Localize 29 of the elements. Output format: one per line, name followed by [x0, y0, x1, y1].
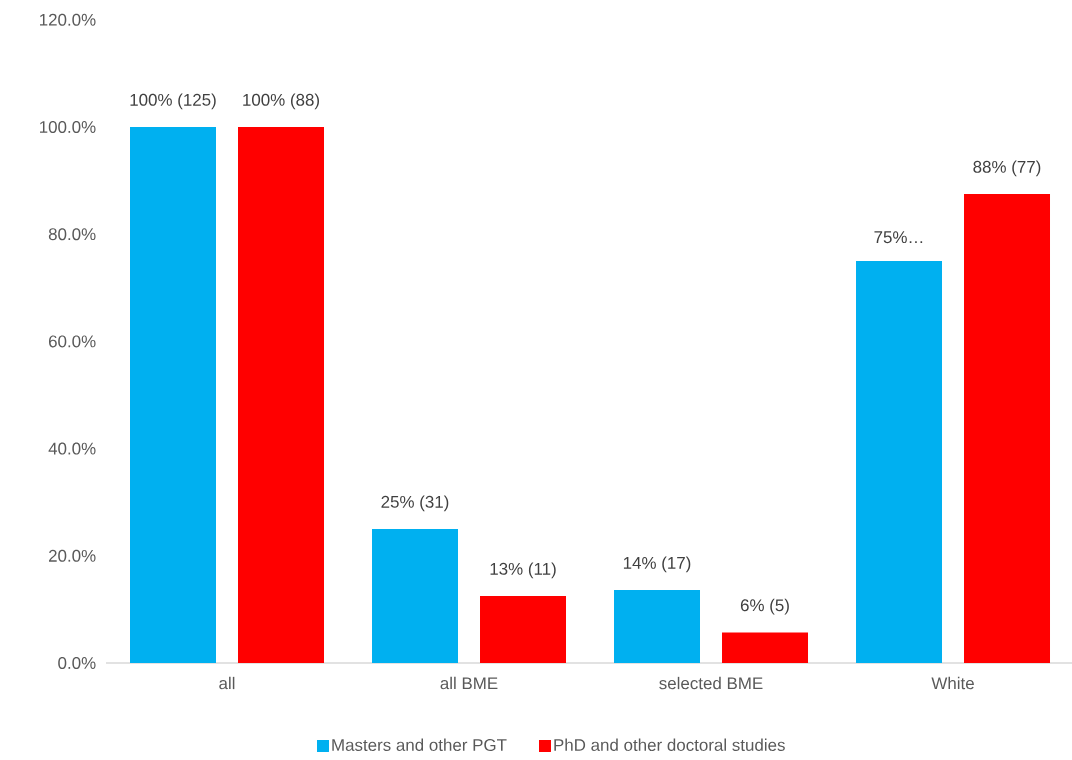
legend-label: PhD and other doctoral studies — [554, 738, 785, 752]
bar — [480, 596, 566, 663]
data-label: 25% (31) — [381, 495, 449, 512]
data-label: 75%… — [874, 231, 923, 244]
y-tick-label: 0.0% — [58, 657, 96, 669]
x-tick-label: all BME — [440, 676, 498, 690]
y-tick-label: 120.0% — [40, 13, 96, 26]
y-tick-label: 80.0% — [48, 228, 96, 241]
bar — [722, 632, 809, 663]
y-tick-label: 40.0% — [48, 442, 96, 455]
legend-label: Masters and other PGT — [332, 738, 507, 752]
bar — [238, 126, 324, 663]
bar — [372, 529, 458, 663]
y-tick-label: 20.0% — [48, 549, 96, 562]
bar — [964, 194, 1051, 663]
data-label: 13% (11) — [490, 562, 556, 579]
bar — [614, 590, 700, 663]
data-label: 100% (88) — [243, 93, 319, 110]
bar — [856, 261, 943, 663]
x-tick-label: White — [931, 676, 974, 690]
y-tick-label: 100.0% — [40, 121, 96, 133]
y-tick-label: 60.0% — [48, 335, 96, 348]
data-label: 88% (77) — [973, 160, 1041, 177]
data-label: 100% (125) — [130, 93, 216, 110]
x-tick-label: all — [219, 676, 235, 690]
bar — [130, 126, 216, 663]
data-label: 6% (5) — [740, 598, 789, 615]
x-tick-label: selected BME — [659, 676, 763, 690]
data-label: 14% (17) — [623, 556, 691, 573]
